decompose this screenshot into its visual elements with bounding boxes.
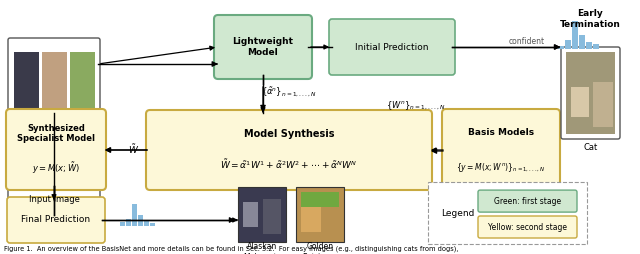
Bar <box>138 215 143 226</box>
Text: $\{W^n\}_{n=1,...,N}$: $\{W^n\}_{n=1,...,N}$ <box>386 100 446 112</box>
FancyBboxPatch shape <box>6 109 106 190</box>
Bar <box>593 44 599 49</box>
FancyBboxPatch shape <box>478 216 577 238</box>
FancyBboxPatch shape <box>442 109 560 193</box>
Text: $\tilde{W}$: $\tilde{W}$ <box>129 142 140 156</box>
Text: Cat: Cat <box>584 142 598 151</box>
Bar <box>144 221 149 226</box>
FancyBboxPatch shape <box>14 52 39 185</box>
FancyBboxPatch shape <box>301 192 339 207</box>
Bar <box>558 45 564 49</box>
Text: Legend: Legend <box>442 209 475 217</box>
Bar <box>579 35 585 49</box>
Bar <box>572 21 578 49</box>
Text: confident: confident <box>509 37 545 45</box>
FancyBboxPatch shape <box>593 82 613 127</box>
Text: Input Image: Input Image <box>29 196 79 204</box>
Text: Final Prediction: Final Prediction <box>21 215 91 225</box>
FancyBboxPatch shape <box>329 19 455 75</box>
FancyBboxPatch shape <box>243 202 258 227</box>
Text: Lightweight
Model: Lightweight Model <box>232 37 294 57</box>
Text: Early
Termination: Early Termination <box>560 9 621 29</box>
Bar <box>120 222 125 226</box>
FancyBboxPatch shape <box>8 38 100 217</box>
FancyBboxPatch shape <box>238 187 286 242</box>
Text: $\{\tilde{\alpha}^n\}_{n=1,...,N}$: $\{\tilde{\alpha}^n\}_{n=1,...,N}$ <box>261 85 317 99</box>
Text: Initial Prediction: Initial Prediction <box>355 42 429 52</box>
Text: Synthesized
Specialist Model: Synthesized Specialist Model <box>17 124 95 143</box>
FancyBboxPatch shape <box>214 15 312 79</box>
FancyBboxPatch shape <box>301 197 321 232</box>
Bar <box>126 219 131 226</box>
FancyBboxPatch shape <box>296 187 344 242</box>
Bar <box>565 40 571 49</box>
FancyBboxPatch shape <box>478 190 577 212</box>
FancyBboxPatch shape <box>428 182 587 244</box>
FancyBboxPatch shape <box>7 197 105 243</box>
FancyBboxPatch shape <box>561 47 620 139</box>
Text: $y=M(x;\tilde{W})$: $y=M(x;\tilde{W})$ <box>32 160 80 176</box>
Text: $\{y=M(x;W^n)\}_{n=1,...,N}$: $\{y=M(x;W^n)\}_{n=1,...,N}$ <box>456 161 546 174</box>
Text: Alaskan
Malamute: Alaskan Malamute <box>243 242 281 254</box>
Bar <box>586 42 592 49</box>
Text: Green: first stage: Green: first stage <box>494 197 561 205</box>
FancyBboxPatch shape <box>263 199 281 234</box>
FancyBboxPatch shape <box>42 52 67 185</box>
Bar <box>132 204 137 226</box>
Bar <box>150 223 155 226</box>
FancyBboxPatch shape <box>70 52 95 185</box>
FancyBboxPatch shape <box>566 52 615 134</box>
FancyBboxPatch shape <box>146 110 432 190</box>
Text: Model Synthesis: Model Synthesis <box>244 129 334 139</box>
FancyBboxPatch shape <box>571 87 589 117</box>
Text: Basis Models: Basis Models <box>468 128 534 137</box>
Text: Yellow: second stage: Yellow: second stage <box>488 223 567 231</box>
Text: $\tilde{W}=\tilde{\alpha}^1W^1+\tilde{\alpha}^2W^2+\cdots+\tilde{\alpha}^NW^N$: $\tilde{W}=\tilde{\alpha}^1W^1+\tilde{\a… <box>220 157 358 171</box>
Text: Golden
Retriever: Golden Retriever <box>302 242 338 254</box>
Text: Figure 1.  An overview of the BasisNet and more details can be found in Sec. 3.2: Figure 1. An overview of the BasisNet an… <box>4 246 458 252</box>
